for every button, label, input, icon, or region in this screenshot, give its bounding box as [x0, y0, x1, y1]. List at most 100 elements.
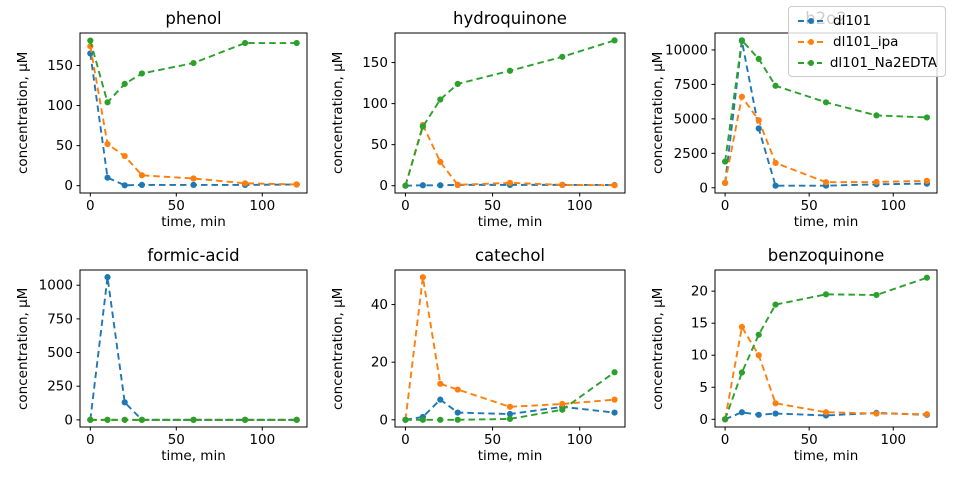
x-tick-label: 100	[567, 432, 593, 448]
data-point-dl101	[437, 396, 444, 403]
y-axis-label: concentration, µM	[650, 51, 666, 175]
data-point-dl101_ipa	[104, 140, 111, 148]
data-point-dl101_Na2EDTA	[721, 158, 729, 165]
y-tick-label: 50	[371, 137, 388, 153]
subplot-benzoquinone: 0 50 100 0 5 10 15 20	[691, 269, 938, 448]
data-point-dl101_Na2EDTA	[559, 406, 566, 413]
data-point-dl101_Na2EDTA	[923, 274, 931, 281]
data-point-dl101_Na2EDTA	[923, 114, 931, 121]
axes-spines	[714, 269, 938, 428]
data-point-dl101_Na2EDTA	[402, 416, 409, 423]
data-point-dl101_Na2EDTA	[293, 416, 300, 423]
series-line-dl101_ipa	[404, 122, 615, 187]
y-tick-label: 10	[691, 348, 708, 364]
y-tick-label: 100	[362, 96, 388, 112]
data-point-dl101_ipa	[506, 179, 514, 186]
x-tick-label: 100	[249, 432, 275, 448]
subplot-title-phenol: phenol	[165, 9, 222, 28]
data-point-dl101_Na2EDTA	[506, 415, 514, 423]
data-point-dl101_Na2EDTA	[738, 37, 746, 44]
data-point-dl101_ipa	[873, 410, 880, 417]
subplot-h2o2: 0 50 100 0 2500 5000 7500 10000	[665, 32, 938, 214]
data-point-dl101_Na2EDTA	[121, 80, 128, 88]
data-point-dl101	[611, 409, 618, 416]
data-point-dl101_ipa	[755, 352, 762, 359]
axes-spines	[394, 269, 626, 428]
x-tick-label: 0	[86, 432, 95, 448]
data-point-dl101_ipa	[738, 93, 746, 100]
data-point-dl101_Na2EDTA	[738, 369, 746, 376]
subplot-title-catechol: catechol	[474, 246, 545, 265]
data-point-dl101	[138, 181, 146, 189]
data-point-dl101_ipa	[190, 175, 197, 182]
y-tick-label: 150	[362, 55, 388, 71]
y-tick-label: 0	[64, 412, 73, 428]
data-point-dl101_Na2EDTA	[822, 291, 830, 298]
y-tick-label: 5	[699, 380, 708, 396]
y-axis-label: concentration, µM	[15, 51, 31, 175]
data-point-dl101	[419, 182, 426, 189]
data-point-dl101	[772, 410, 779, 417]
data-point-dl101_ipa	[293, 181, 300, 188]
data-point-dl101_Na2EDTA	[419, 123, 426, 130]
y-tick-label: 0	[64, 178, 73, 194]
data-point-dl101_ipa	[559, 400, 566, 408]
axes-spines	[79, 32, 308, 194]
x-tick-label: 100	[567, 198, 593, 214]
y-tick-label: 40	[371, 297, 388, 313]
x-tick-label: 0	[86, 198, 95, 214]
subplot-title-formic-acid: formic-acid	[147, 246, 240, 265]
data-point-dl101	[755, 125, 762, 132]
data-point-dl101	[437, 182, 444, 189]
y-tick-label: 500	[47, 345, 73, 361]
y-tick-label: 0	[379, 178, 388, 194]
legend: dl101 dl101_ipa dl101_Na2EDTA	[788, 6, 946, 77]
data-point-dl101_ipa	[138, 172, 146, 179]
data-point-dl101_ipa	[559, 181, 566, 188]
x-tick-label: 50	[801, 432, 818, 448]
data-point-dl101	[104, 274, 111, 281]
y-tick-label: 20	[371, 355, 388, 371]
subplot-catechol: 0 50 100 0 20 40	[371, 269, 626, 448]
data-point-dl101_ipa	[611, 396, 618, 403]
y-tick-label: 2500	[674, 146, 708, 162]
data-point-dl101	[121, 182, 128, 189]
legend-item-dl101-na2edta: dl101_Na2EDTA	[797, 53, 937, 72]
data-point-dl101_Na2EDTA	[104, 416, 111, 423]
legend-label-dl101: dl101	[833, 12, 872, 29]
y-tick-label: 10000	[665, 42, 708, 58]
data-point-dl101_Na2EDTA	[873, 291, 880, 299]
y-tick-label: 0	[379, 412, 388, 428]
x-tick-label: 0	[401, 432, 410, 448]
x-tick-label: 50	[484, 432, 501, 448]
y-tick-label: 0	[699, 412, 708, 428]
y-tick-label: 0	[699, 180, 708, 196]
x-axis-label: time, min	[477, 214, 543, 230]
series-line-dl101	[89, 53, 297, 187]
legend-label-dl101-na2edta: dl101_Na2EDTA	[829, 54, 937, 71]
x-tick-label: 50	[801, 198, 818, 214]
subplot-hydroquinone: 0 50 100 0 50 100 150	[362, 32, 626, 214]
data-point-dl101_Na2EDTA	[87, 416, 94, 423]
data-point-dl101_Na2EDTA	[437, 96, 444, 103]
y-axis-label: concentration, µM	[330, 51, 346, 175]
data-point-dl101_Na2EDTA	[873, 112, 880, 119]
data-point-dl101	[190, 181, 197, 189]
x-axis-label: time, min	[793, 448, 859, 464]
x-tick-label: 100	[249, 198, 275, 214]
legend-item-dl101: dl101	[797, 11, 937, 30]
data-point-dl101	[454, 409, 461, 416]
data-point-dl101_Na2EDTA	[721, 416, 729, 423]
data-point-dl101_Na2EDTA	[121, 416, 128, 423]
y-tick-label: 20	[691, 284, 708, 300]
data-point-dl101_ipa	[772, 400, 779, 407]
x-axis-label: time, min	[793, 214, 859, 230]
y-tick-label: 5000	[674, 111, 708, 127]
data-point-dl101_Na2EDTA	[454, 416, 461, 423]
data-point-dl101	[772, 182, 779, 189]
axes-spines	[79, 269, 308, 428]
data-point-dl101_Na2EDTA	[611, 369, 618, 376]
